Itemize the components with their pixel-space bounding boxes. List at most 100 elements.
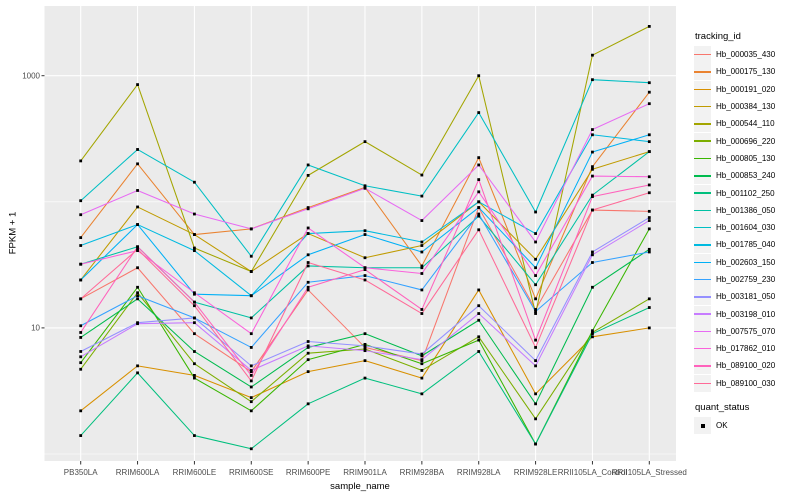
x-tick-label: RRIM928LE [514, 468, 558, 477]
data-point [534, 338, 537, 342]
data-point [420, 362, 424, 366]
data-point [534, 442, 537, 446]
y-axis-title: FPKM + 1 [7, 211, 19, 255]
legend-entry-Hb_000384_130: Hb_000384_130 [694, 98, 798, 116]
legend-entry-Hb_002759_230: Hb_002759_230 [694, 271, 798, 288]
data-point [477, 288, 481, 292]
data-point [306, 207, 310, 211]
data-point [477, 163, 481, 167]
legend-entry-Hb_017862_010: Hb_017862_010 [694, 340, 798, 358]
data-point [79, 434, 83, 437]
data-point [79, 336, 83, 339]
data-point [249, 294, 253, 298]
data-point [591, 167, 594, 171]
y-tick-label: 10 [31, 324, 40, 333]
data-point [647, 133, 651, 137]
data-point [249, 374, 253, 377]
data-point [420, 240, 424, 244]
data-point [647, 297, 651, 301]
legend-key-line-icon [694, 253, 711, 271]
data-point [136, 83, 139, 87]
data-point [249, 332, 253, 336]
data-point [591, 329, 594, 333]
data-point [420, 352, 424, 356]
data-point [136, 148, 139, 151]
data-point [306, 340, 310, 343]
x-axis-title: sample_name [330, 481, 390, 492]
data-point [249, 385, 253, 389]
x-tick-label: RRIM600LA [116, 468, 160, 477]
legend-entry-label: Hb_000696_220 [716, 136, 776, 146]
data-point [420, 272, 424, 275]
data-point [193, 316, 196, 320]
data-point [591, 208, 594, 212]
data-point [534, 240, 537, 244]
data-point [647, 102, 651, 106]
data-point [306, 402, 310, 406]
data-point [363, 359, 367, 363]
legend-key-line-icon [694, 46, 711, 64]
data-point [647, 216, 651, 219]
data-point [477, 304, 481, 308]
x-tick-label: PB350LA [64, 468, 98, 477]
data-point [591, 250, 594, 254]
data-point [420, 358, 424, 362]
legend-entry-label: Hb_003181_050 [716, 292, 776, 302]
data-point [363, 274, 367, 277]
data-point [534, 283, 537, 287]
data-point [136, 285, 139, 289]
data-point [306, 173, 310, 177]
data-point [249, 409, 253, 413]
data-point [193, 332, 196, 336]
legend-entry-label: Hb_007575_070 [716, 326, 776, 336]
data-point [193, 249, 196, 253]
legend-entry-Hb_001386_050: Hb_001386_050 [694, 201, 798, 219]
data-point [534, 308, 537, 311]
data-point [79, 355, 83, 359]
data-point [306, 370, 310, 374]
data-point [591, 165, 594, 169]
legend-key-line-icon [694, 236, 711, 254]
data-point [193, 362, 196, 366]
data-point [306, 163, 310, 167]
legend-entry-label: Hb_001785_040 [716, 240, 776, 250]
data-point [136, 294, 139, 298]
data-point [363, 256, 367, 260]
data-point [534, 359, 537, 363]
data-point [420, 392, 424, 396]
data-point [647, 306, 651, 309]
data-point [193, 376, 196, 380]
legend-entry-Hb_002603_150: Hb_002603_150 [694, 253, 798, 271]
legend-entry-Hb_001785_040: Hb_001785_040 [694, 236, 798, 254]
legend-key-line-icon [694, 80, 711, 98]
data-point [79, 297, 83, 301]
x-tick-label: RRIM901LA [343, 468, 387, 477]
data-point [647, 150, 651, 154]
legend-entry-Hb_089100_020: Hb_089100_020 [694, 357, 798, 375]
data-point [591, 53, 594, 57]
legend-entry-label: Hb_000384_130 [716, 102, 776, 112]
legend-key-line-icon [694, 149, 711, 167]
legend-entry-label: Hb_000805_130 [716, 153, 776, 163]
legend-entry-Hb_000696_220: Hb_000696_220 [694, 132, 798, 150]
data-point [306, 232, 310, 235]
data-point [647, 183, 651, 187]
data-point [534, 297, 537, 301]
data-point [249, 400, 253, 404]
data-point [249, 447, 253, 451]
data-point [591, 78, 594, 82]
legend-entry-label: Hb_000544_110 [716, 119, 775, 129]
data-point [193, 304, 196, 308]
data-point [420, 250, 424, 254]
legend-entry-Hb_000191_020: Hb_000191_020 [694, 80, 798, 98]
legend-entry-Hb_001102_250: Hb_001102_250 [694, 184, 798, 202]
data-point [193, 180, 196, 184]
data-point [363, 376, 367, 380]
legend-panel: tracking_id Hb_000035_430 Hb_000175_130 Hb… [694, 31, 798, 435]
data-point [363, 268, 367, 271]
data-point [136, 266, 139, 270]
data-point [477, 190, 481, 194]
legend-key-line-icon [694, 374, 711, 392]
legend-key-line-icon [694, 219, 711, 237]
legend-entry-Hb_003198_010: Hb_003198_010 [694, 305, 798, 323]
